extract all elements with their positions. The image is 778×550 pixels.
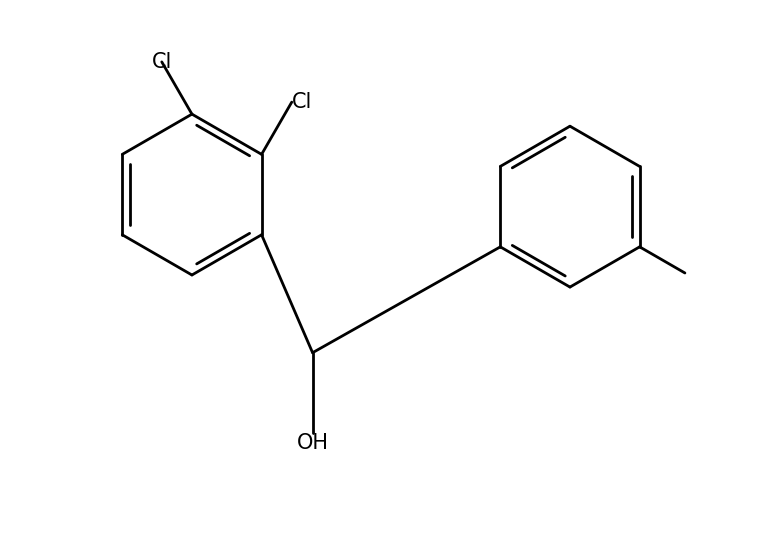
- Text: Cl: Cl: [292, 92, 312, 112]
- Text: OH: OH: [296, 433, 328, 453]
- Text: Cl: Cl: [152, 52, 172, 72]
